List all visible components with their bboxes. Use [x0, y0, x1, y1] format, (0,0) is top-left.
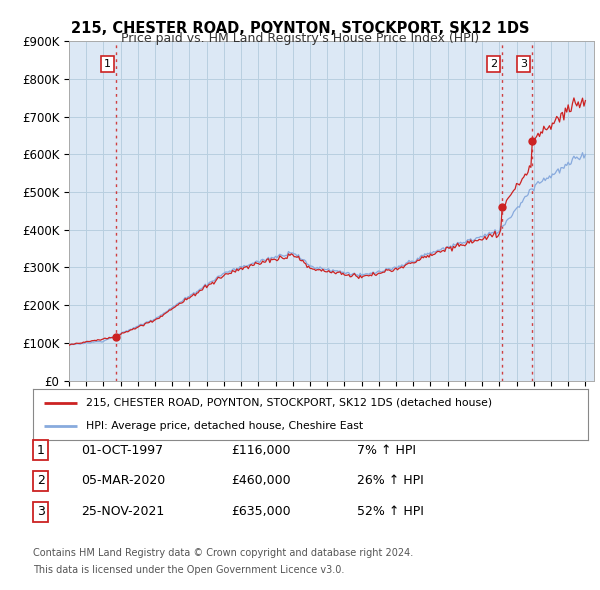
Text: 05-MAR-2020: 05-MAR-2020 — [81, 474, 165, 487]
Text: 215, CHESTER ROAD, POYNTON, STOCKPORT, SK12 1DS (detached house): 215, CHESTER ROAD, POYNTON, STOCKPORT, S… — [86, 398, 492, 408]
Text: £460,000: £460,000 — [231, 474, 290, 487]
Text: This data is licensed under the Open Government Licence v3.0.: This data is licensed under the Open Gov… — [33, 565, 344, 575]
Text: 2: 2 — [490, 59, 497, 69]
Text: 1: 1 — [104, 59, 111, 69]
Text: £116,000: £116,000 — [231, 444, 290, 457]
Text: £635,000: £635,000 — [231, 505, 290, 518]
Text: 1: 1 — [37, 444, 45, 457]
Text: HPI: Average price, detached house, Cheshire East: HPI: Average price, detached house, Ches… — [86, 421, 363, 431]
Text: 3: 3 — [520, 59, 527, 69]
Text: Price paid vs. HM Land Registry's House Price Index (HPI): Price paid vs. HM Land Registry's House … — [121, 32, 479, 45]
Text: 52% ↑ HPI: 52% ↑ HPI — [357, 505, 424, 518]
Text: 25-NOV-2021: 25-NOV-2021 — [81, 505, 164, 518]
Text: 3: 3 — [37, 505, 45, 518]
Text: 01-OCT-1997: 01-OCT-1997 — [81, 444, 163, 457]
Text: 26% ↑ HPI: 26% ↑ HPI — [357, 474, 424, 487]
Text: Contains HM Land Registry data © Crown copyright and database right 2024.: Contains HM Land Registry data © Crown c… — [33, 548, 413, 558]
Text: 215, CHESTER ROAD, POYNTON, STOCKPORT, SK12 1DS: 215, CHESTER ROAD, POYNTON, STOCKPORT, S… — [71, 21, 529, 35]
Text: 2: 2 — [37, 474, 45, 487]
Text: 7% ↑ HPI: 7% ↑ HPI — [357, 444, 416, 457]
